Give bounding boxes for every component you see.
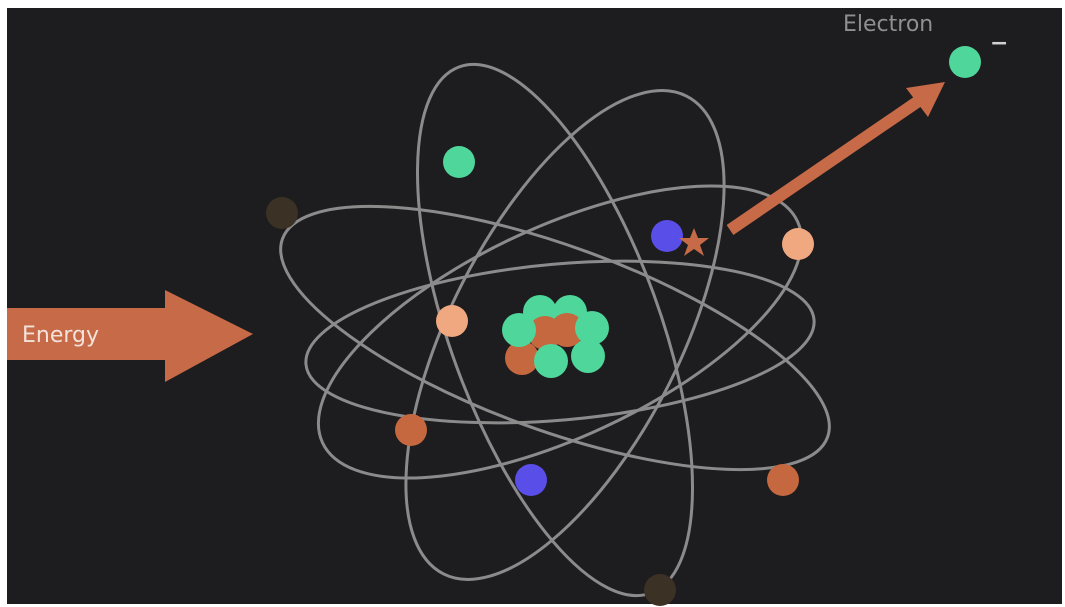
electron [644,574,676,606]
electron [767,464,799,496]
proton [575,311,609,345]
ejected-electron [949,46,981,78]
proton [534,344,568,378]
electron [651,220,683,252]
electron [395,414,427,446]
electron [515,464,547,496]
proton [502,313,536,347]
atom-diagram: − Electron Energy [0,0,1065,607]
charge-label: − [990,31,1008,56]
electron [782,228,814,260]
page: − Electron Energy (() => { const data = … [0,0,1065,607]
electron [443,146,475,178]
energy-label: Energy [22,323,99,348]
electron [266,197,298,229]
electron-label: Electron [843,12,933,37]
electron [436,305,468,337]
